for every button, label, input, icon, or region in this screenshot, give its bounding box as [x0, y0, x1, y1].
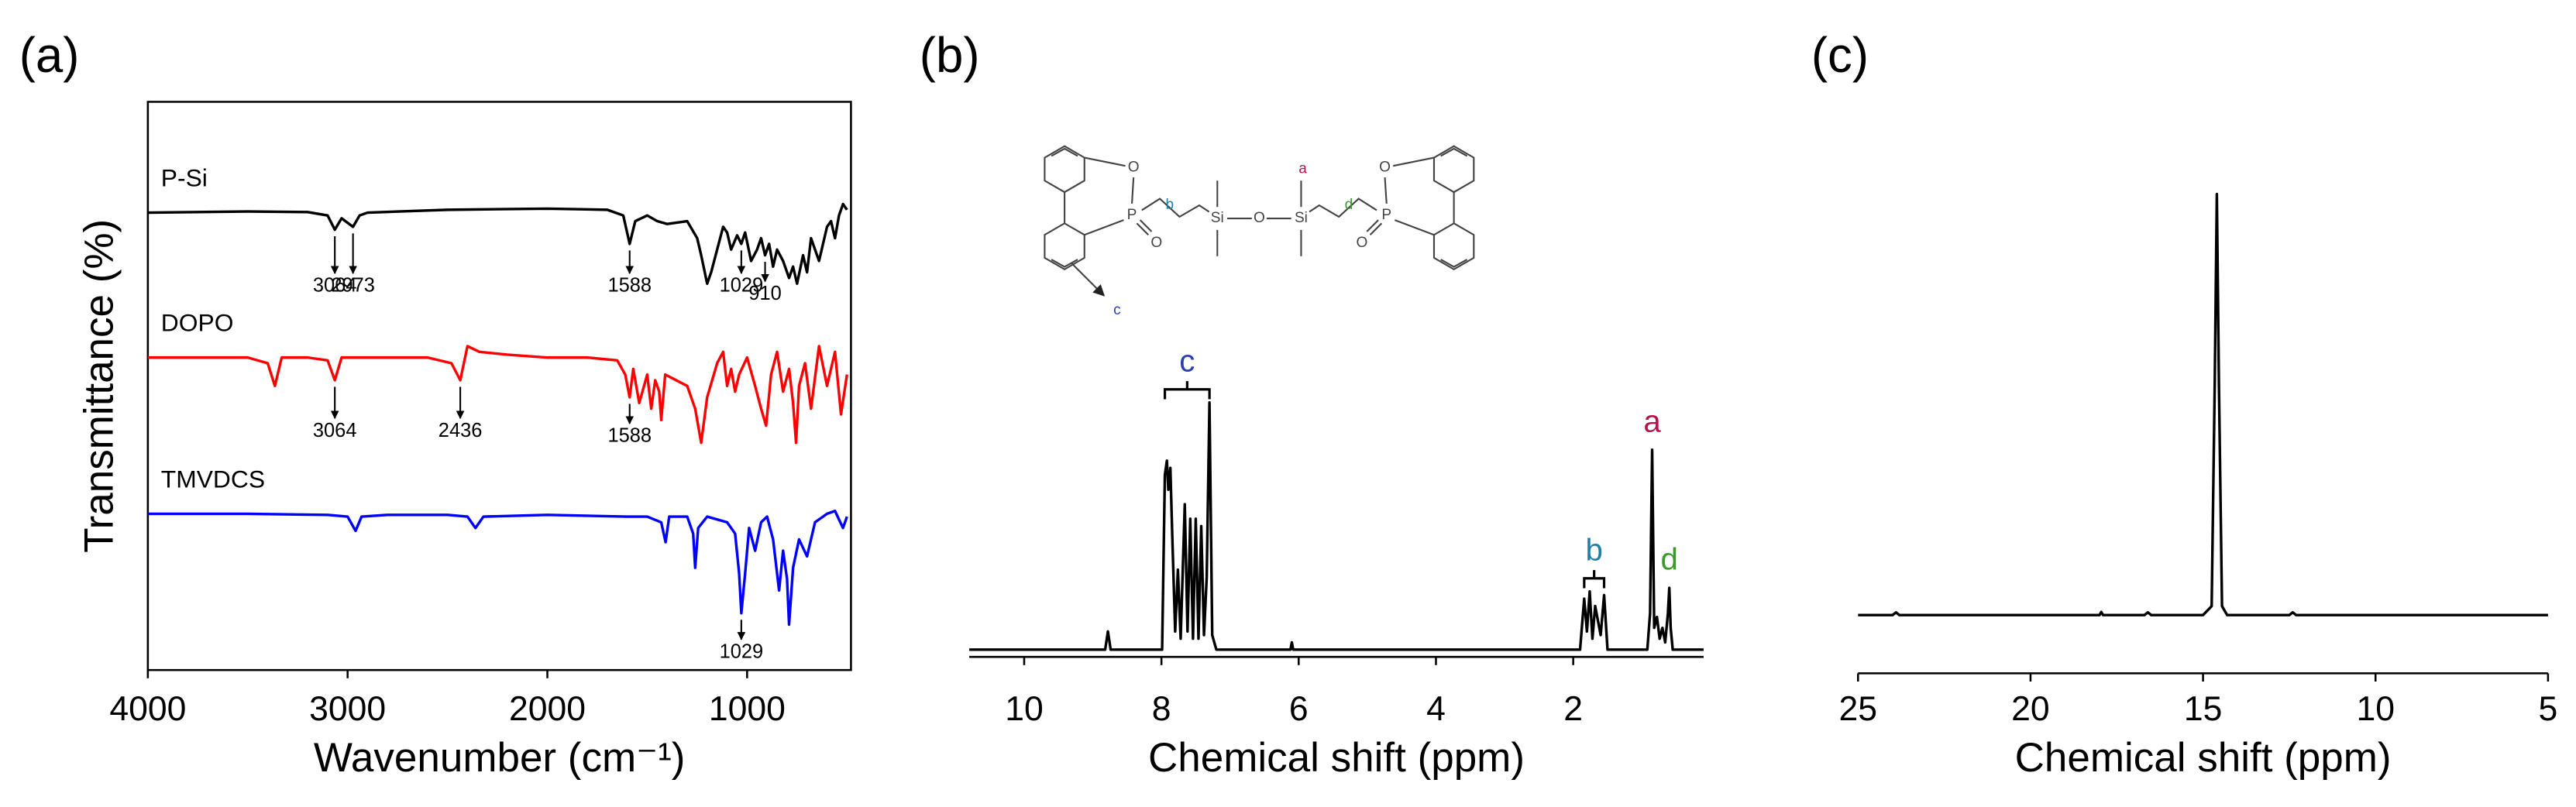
x-axis-title: Wavenumber (cm⁻¹)	[314, 735, 686, 781]
x-axis-title: Chemical shift (ppm)	[2015, 735, 2392, 781]
series-label: DOPO	[161, 309, 234, 337]
y-axis-title: Transmittance (%)	[76, 219, 122, 553]
molecule-structure	[1044, 145, 1475, 297]
peak-label: 3064	[313, 420, 357, 441]
bond	[1141, 197, 1210, 218]
peak-label: 1588	[607, 275, 652, 297]
peak-label: d	[1660, 542, 1677, 577]
dopo-half	[1044, 145, 1252, 270]
structure-label: c	[1113, 302, 1121, 318]
structure-label: Si	[1211, 210, 1224, 226]
bond	[1051, 147, 1078, 157]
x-axis-title: Chemical shift (ppm)	[1148, 735, 1525, 781]
structure-label: a	[1298, 160, 1307, 177]
peak-label: a	[1643, 404, 1661, 438]
x-tick-label: 4000	[109, 690, 186, 728]
spectrum-line	[147, 345, 848, 445]
spectrum-line	[1858, 192, 2548, 616]
bond	[1130, 177, 1135, 204]
series-label: P-Si	[161, 164, 208, 192]
x-tick-label: 5	[2539, 690, 2558, 728]
peak-label: c	[1179, 343, 1195, 378]
bond	[1051, 259, 1078, 268]
bracket	[1583, 570, 1606, 589]
peak-label: 3064	[313, 275, 357, 297]
peak-label: 2973	[331, 275, 375, 297]
peak-label: 1588	[607, 425, 652, 447]
ring	[1044, 222, 1085, 270]
spectrum-line	[147, 510, 848, 627]
structure-label: O	[1254, 210, 1265, 226]
dopo-half-mirrored	[1265, 145, 1475, 270]
spectrum-line	[969, 400, 1704, 651]
peak-label: b	[1585, 532, 1602, 567]
x-tick-label: 10	[1005, 690, 1044, 728]
x-tick-label: 10	[2356, 690, 2395, 728]
peak-label: 1029	[720, 275, 764, 297]
plot-frame	[146, 101, 852, 671]
bond	[1084, 156, 1126, 167]
bond	[1139, 219, 1153, 232]
x-tick-label: 6	[1289, 690, 1309, 728]
peak-label: 910	[748, 283, 781, 304]
structure-label: b	[1165, 197, 1174, 213]
bracket	[1163, 381, 1211, 400]
peak-label: 2436	[439, 420, 483, 441]
figure-content: (a) 4000 3000 2000 1000 Wavenumber (cm⁻¹) Tran…	[19, 28, 2558, 781]
x-tick-label: 8	[1152, 690, 1171, 728]
peak-label: 1029	[720, 640, 764, 662]
arrow	[1070, 262, 1106, 297]
series-label: TMVDCS	[161, 465, 265, 493]
structure-label: Si	[1295, 210, 1308, 226]
structure-label: O	[1379, 159, 1391, 175]
structure-label: O	[1150, 235, 1162, 251]
x-tick-label: 3000	[309, 690, 386, 728]
x-tick-label: 15	[2184, 690, 2223, 728]
structure-label: P	[1381, 207, 1391, 223]
x-tick-label: 20	[2011, 690, 2050, 728]
structure-label: O	[1356, 235, 1367, 251]
panel-label: (a)	[19, 28, 80, 83]
x-tick-label: 25	[1839, 690, 1878, 728]
x-tick-label: 2	[1563, 690, 1583, 728]
x-tick-label: 4	[1426, 690, 1446, 728]
spectrum-line	[147, 202, 848, 285]
x-tick-label: 1000	[709, 690, 786, 728]
structure-label: O	[1128, 159, 1140, 175]
structure-label: d	[1345, 197, 1353, 213]
panel-label: (b)	[920, 28, 980, 83]
x-tick-label: 2000	[509, 690, 586, 728]
structure-label: P	[1127, 207, 1137, 223]
panel-label: (c)	[1811, 28, 1869, 83]
ring	[1044, 145, 1085, 194]
bond	[1136, 222, 1149, 235]
bond	[1084, 219, 1124, 236]
